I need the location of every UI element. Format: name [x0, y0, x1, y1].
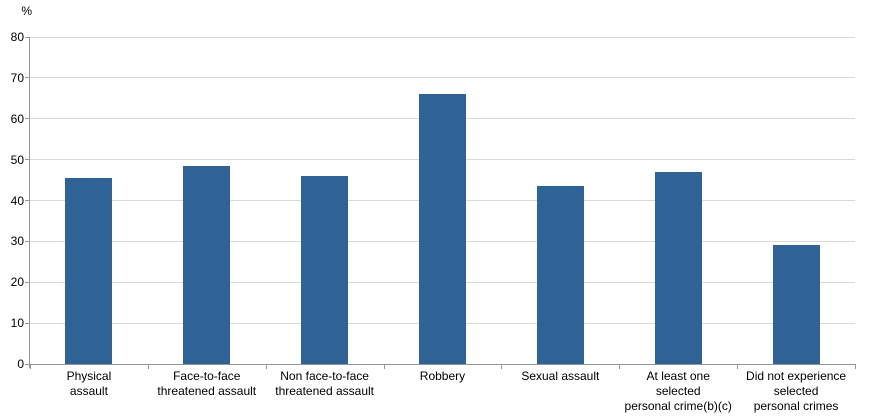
- x-tick-mark: [383, 365, 385, 369]
- y-tick-label: 0: [17, 357, 24, 371]
- bar: [536, 186, 584, 364]
- y-tick-label: 50: [10, 152, 24, 167]
- x-tick-mark: [147, 365, 149, 369]
- x-category-label: At least one selected personal crime(b)(…: [624, 369, 732, 413]
- x-tick-mark: [30, 365, 31, 369]
- x-category-label: Physical assault: [66, 369, 112, 398]
- y-tick-mark: [25, 159, 30, 161]
- y-axis-line: [29, 37, 30, 368]
- x-tick-mark: [619, 365, 621, 369]
- bar: [65, 178, 113, 364]
- bar: [419, 94, 466, 364]
- y-tick-mark: [25, 77, 30, 79]
- gridline: [30, 77, 855, 79]
- y-tick-mark: [25, 281, 30, 283]
- bar: [772, 245, 820, 364]
- x-category-label: Sexual assault: [521, 369, 600, 383]
- x-category-label: Robbery: [419, 369, 466, 383]
- x-tick-mark: [737, 365, 739, 369]
- y-tick-label: 40: [10, 193, 24, 208]
- y-tick-label: 10: [10, 316, 24, 331]
- y-axis-unit-label: %: [21, 4, 32, 18]
- y-tick-mark: [25, 118, 30, 120]
- y-tick-mark: [25, 240, 30, 242]
- x-tick-mark: [855, 365, 856, 369]
- bar: [654, 171, 702, 364]
- y-tick-mark: [25, 363, 30, 365]
- y-tick-mark: [25, 36, 30, 38]
- y-tick-label: 20: [10, 275, 24, 290]
- x-tick-mark: [501, 365, 503, 369]
- x-axis-line: [29, 364, 856, 365]
- x-category-label: Did not experience selected personal cri…: [746, 369, 847, 413]
- y-tick-label: 30: [10, 234, 24, 249]
- bar: [183, 165, 231, 364]
- y-tick-label: 60: [10, 111, 24, 126]
- y-tick-label: 80: [10, 30, 24, 44]
- x-category-label: Non face-to-face threatened assault: [275, 369, 374, 398]
- bar: [301, 175, 349, 364]
- x-category-label: Face-to-face threatened assault: [157, 369, 257, 398]
- y-tick-label: 70: [10, 70, 24, 85]
- y-tick-mark: [25, 322, 30, 324]
- x-tick-mark: [265, 365, 267, 369]
- y-tick-mark: [25, 200, 30, 201]
- gridline: [30, 36, 855, 38]
